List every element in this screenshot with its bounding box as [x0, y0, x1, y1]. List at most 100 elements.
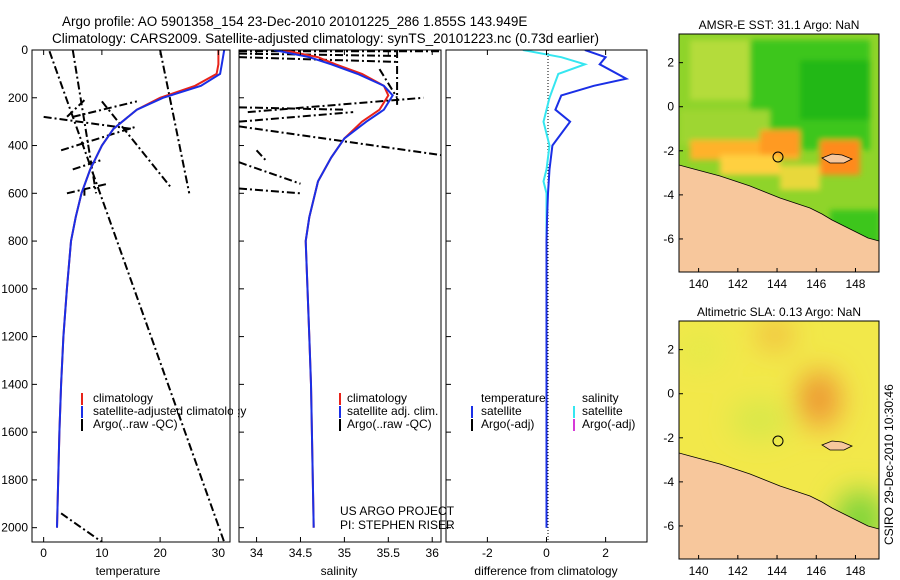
map-x-tick-label: 140	[689, 564, 709, 578]
sst-map-ticks: 140 142 144 146 148 2 0 -2 -4 -6	[663, 56, 865, 291]
depth-tick-label: 1600	[1, 425, 28, 439]
argo-raw-segment	[239, 52, 398, 57]
argo-raw-segment	[72, 158, 103, 171]
depth-tick-label: 1000	[1, 282, 28, 296]
difference-xlabel: difference from climatology	[474, 564, 617, 578]
difference-x-tick-label: -2	[482, 546, 493, 560]
header-line2: Climatology: CARS2009. Satellite-adjuste…	[52, 31, 599, 46]
legend-argo-label: Argo(..raw -QC)	[347, 417, 432, 431]
salinity-x-tick-label: 34	[250, 546, 264, 560]
credit-project: US ARGO PROJECT	[340, 504, 455, 518]
depth-tick-label: 2000	[1, 521, 28, 535]
argo-raw-segment	[60, 512, 103, 542]
depth-tick-label: 1200	[1, 330, 28, 344]
difference-x-tick-label: 2	[602, 546, 609, 560]
salinity-panel: 34 34.5 35 35.5 36 salinity climatology sate…	[238, 49, 455, 578]
salinity-climatology-line	[282, 50, 390, 528]
salinity-axes-box	[238, 49, 442, 543]
map-y-tick-label: -4	[663, 475, 674, 489]
salinity-x-tick-label: 35	[338, 546, 352, 560]
temperature-x-ticks: 0 10 20 30	[40, 50, 225, 560]
temperature-satellite-line	[56, 50, 226, 528]
temperature-plot-area	[43, 50, 226, 542]
legend-sal-argo-swatch	[573, 419, 575, 431]
sst-map-area	[679, 34, 879, 272]
map-y-tick-label: -6	[663, 519, 674, 533]
salinity-x-tick-label: 34.5	[289, 546, 313, 560]
sla-map-panel: Altimetric SLA: 0.13 Argo: NaN 140 142 144…	[663, 305, 880, 578]
map-x-tick-label: 146	[806, 564, 826, 578]
salinity-xlabel: salinity	[321, 564, 358, 578]
legend-climatology-swatch	[339, 393, 341, 405]
depth-tick-label: 800	[8, 234, 28, 248]
legend-climatology-label: climatology	[347, 391, 407, 405]
map-x-tick-label: 144	[767, 564, 787, 578]
argo-raw-segment	[239, 125, 441, 157]
temperature-xlabel: temperature	[96, 564, 161, 578]
temperature-x-tick-label: 0	[40, 546, 47, 560]
salinity-legend: climatology satellite adj. clim. Argo(..…	[339, 391, 438, 431]
salinity-argo-raw	[239, 50, 441, 195]
depth-tick-label: 1800	[1, 473, 28, 487]
argo-raw-segment	[247, 96, 424, 114]
salinity-x-tick-label: 35.5	[377, 546, 401, 560]
argo-raw-segment	[239, 111, 354, 123]
sla-map-area	[679, 321, 879, 559]
legend-temp-satellite-label: satellite	[481, 404, 522, 418]
sst-island	[821, 153, 853, 164]
legend-argo-swatch	[81, 419, 83, 431]
legend-climatology-label: climatology	[93, 391, 153, 405]
legend-climatology-swatch	[81, 393, 83, 405]
argo-raw-segment	[255, 149, 267, 161]
sla-map-title: Altimetric SLA: 0.13 Argo: NaN	[697, 305, 861, 319]
difference-salinity-satellite-line	[522, 50, 589, 528]
sst-float-marker	[772, 151, 784, 163]
credit-pi: PI: STEPHEN RISER	[340, 518, 455, 532]
argo-raw-segment	[239, 187, 301, 195]
salinity-x-ticks: 34 34.5 35 35.5 36	[250, 50, 439, 560]
map-x-tick-label: 148	[845, 564, 865, 578]
map-y-tick-label: -6	[663, 232, 674, 246]
legend-satellite-label: satellite adj. clim.	[347, 404, 438, 418]
difference-x-tick-label: 0	[543, 546, 550, 560]
depth-y-ticks: 0 200 400 600 800 1000 1200 1400 1600 1800 2000	[1, 43, 451, 535]
sst-map-title: AMSR-E SST: 31.1 Argo: NaN	[699, 18, 860, 32]
argo-raw-segment	[60, 125, 138, 152]
legend-temperature-header: temperature	[481, 391, 546, 405]
map-x-tick-label: 140	[689, 277, 709, 291]
header-line1: Argo profile: AO 5901358_154 23-Dec-2010…	[62, 14, 527, 29]
temperature-x-tick-label: 10	[95, 546, 109, 560]
depth-tick-label: 200	[8, 91, 28, 105]
difference-x-ticks: -2 0 2	[482, 50, 609, 560]
argo-raw-segment	[378, 68, 398, 99]
temperature-axes-box	[31, 49, 231, 543]
difference-panel: -2 0 2 difference from climatology tempera…	[445, 49, 648, 578]
legend-temp-argo-label: Argo(-adj)	[481, 417, 534, 431]
temperature-legend: climatology satellite-adjusted climatolo…	[81, 391, 246, 431]
sla-land-mass	[679, 452, 879, 559]
sst-land-mass	[679, 164, 879, 272]
argo-raw-segment	[101, 100, 173, 190]
map-y-tick-label: 0	[667, 387, 674, 401]
map-x-tick-label: 144	[767, 277, 787, 291]
map-x-tick-label: 146	[806, 277, 826, 291]
argo-raw-segment	[239, 56, 398, 63]
temperature-panel: 0 10 20 30 0 200 400 600 800 1000 1200 1400 1600 180…	[1, 43, 451, 578]
legend-sal-satellite-label: satellite	[582, 404, 623, 418]
depth-tick-label: 600	[8, 186, 28, 200]
argo-raw-segment	[239, 106, 345, 111]
sla-island	[821, 440, 853, 451]
legend-argo-label: Argo(..raw -QC)	[93, 417, 178, 431]
argo-raw-segment	[159, 50, 191, 194]
map-x-tick-label: 148	[845, 277, 865, 291]
legend-sal-argo-label: Argo(-adj)	[582, 417, 635, 431]
depth-tick-label: 400	[8, 139, 28, 153]
temperature-x-tick-label: 30	[212, 546, 226, 560]
map-y-tick-label: 2	[667, 56, 674, 70]
salinity-plot-area	[239, 50, 441, 528]
difference-legend: temperature salinity satellite Argo(-adj…	[471, 391, 635, 431]
legend-argo-swatch	[339, 419, 341, 431]
sla-map-ticks: 140 142 144 146 148 2 0 -2 -4 -6	[663, 343, 865, 578]
argo-raw-segment	[66, 182, 108, 195]
difference-plot-area	[522, 50, 630, 528]
